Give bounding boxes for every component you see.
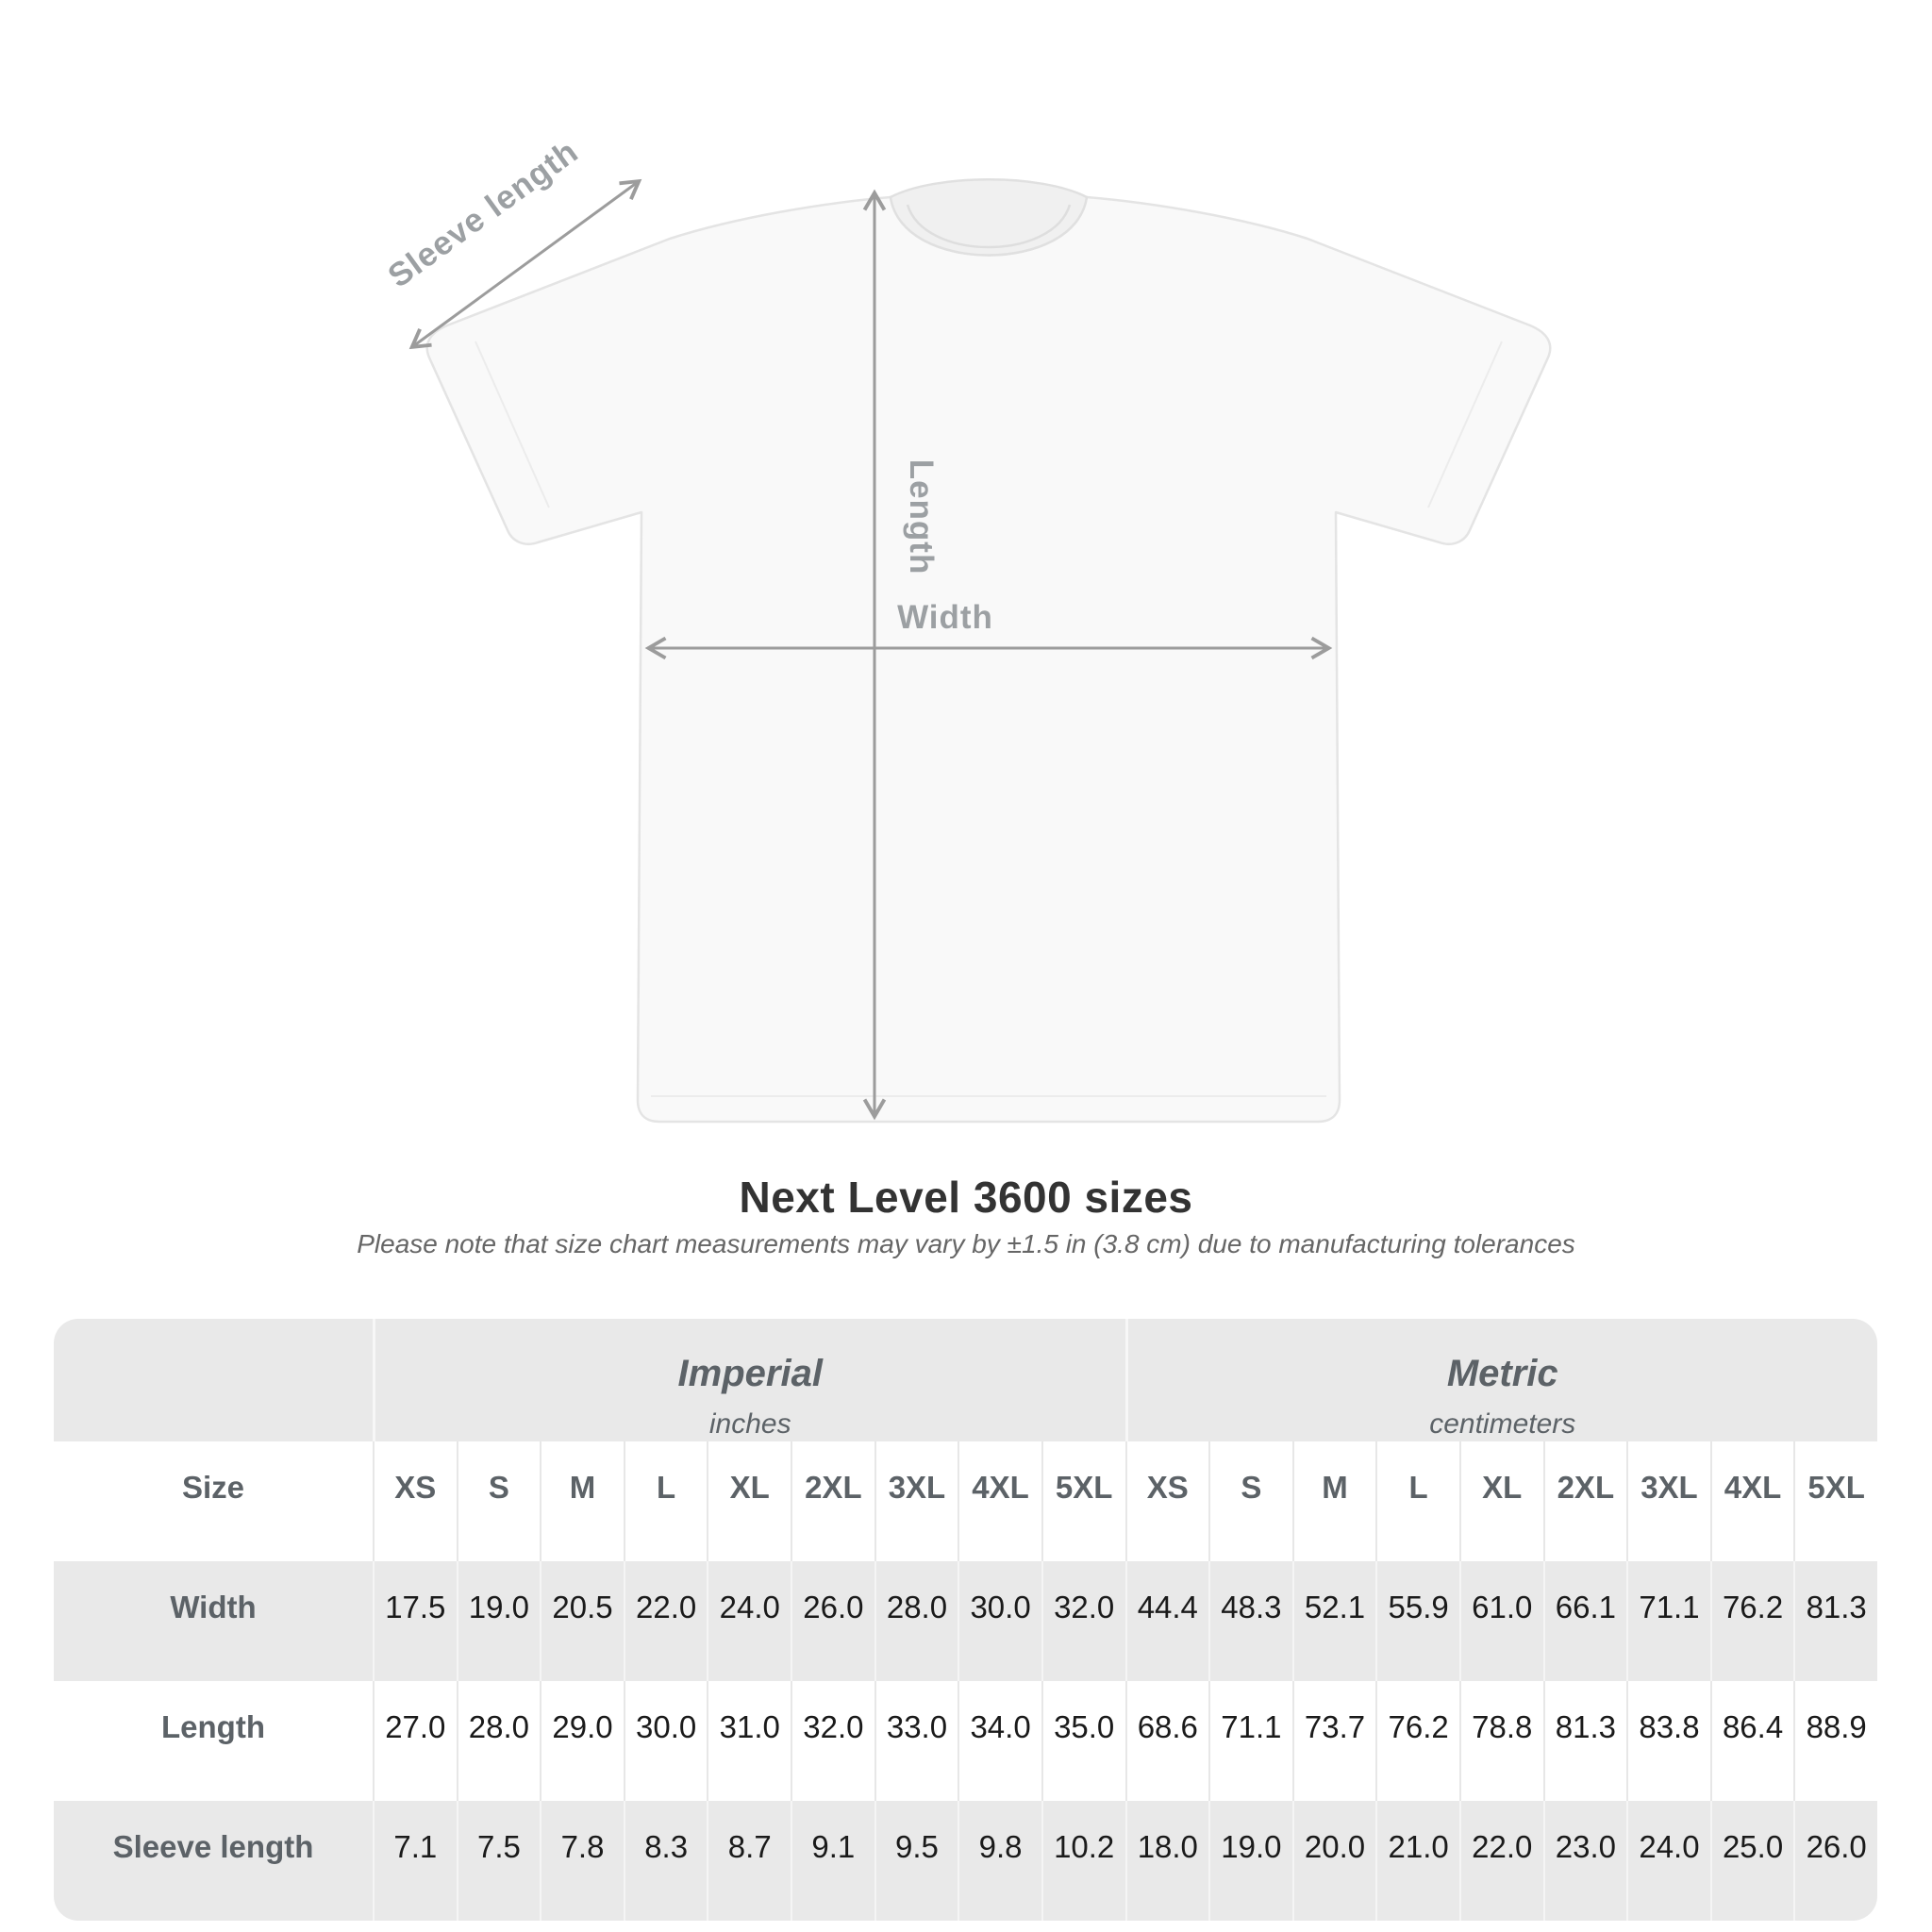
metric-group-header: Metric centimeters [1124,1319,1877,1441]
width-value: 17.5 [373,1561,457,1681]
size-column-header: S [1208,1441,1292,1561]
size-header-label: Size [54,1441,373,1561]
length-value: 71.1 [1208,1681,1292,1801]
sleeve-length-value: 8.7 [707,1801,791,1921]
sleeve-length-value: 7.8 [540,1801,624,1921]
sleeve-length-value: 7.5 [456,1801,541,1921]
width-value: 55.9 [1375,1561,1459,1681]
size-column-header: L [1375,1441,1459,1561]
imperial-group-label: Imperial [677,1353,823,1394]
size-column-header: L [623,1441,708,1561]
sleeve-length-arrow [408,178,642,350]
length-value: 73.7 [1291,1681,1376,1801]
width-row-label: Width [54,1561,373,1681]
sleeve-length-value: 24.0 [1626,1801,1710,1921]
tshirt-measurement-diagram: Sleeve length Length Width [381,133,1552,1124]
page-title: Next Level 3600 sizes [739,1173,1193,1222]
width-value: 44.4 [1124,1561,1209,1681]
sleeve-length-value: 22.0 [1458,1801,1543,1921]
size-column-header: 4XL [958,1441,1041,1561]
tshirt-collar [889,178,1089,257]
sleeve-length-value: 26.0 [1793,1801,1877,1921]
length-value: 34.0 [958,1681,1041,1801]
size-column-header: 5XL [1041,1441,1125,1561]
size-column-header: 3XL [1626,1441,1710,1561]
width-value: 61.0 [1458,1561,1543,1681]
size-column-header: XS [373,1441,457,1561]
size-column-header: 5XL [1793,1441,1877,1561]
metric-unit-label: centimeters [1429,1408,1576,1440]
length-value: 86.4 [1709,1681,1794,1801]
metric-group-label: Metric [1446,1353,1558,1394]
sleeve-length-value: 10.2 [1041,1801,1125,1921]
sleeve-length-value: 23.0 [1542,1801,1627,1921]
length-value: 33.0 [874,1681,958,1801]
sleeve-length-value: 19.0 [1208,1801,1292,1921]
sleeve-length-value: 25.0 [1709,1801,1794,1921]
size-column-header: XS [1124,1441,1209,1561]
sleeve-length-value: 9.1 [791,1801,874,1921]
size-table: Imperial inches Metric centimeters Size … [54,1319,1877,1921]
width-value: 76.2 [1709,1561,1794,1681]
size-column-header: XL [707,1441,791,1561]
sleeve-length-value: 8.3 [623,1801,708,1921]
width-value: 30.0 [958,1561,1041,1681]
length-value: 30.0 [623,1681,708,1801]
width-value: 28.0 [874,1561,958,1681]
width-value: 22.0 [623,1561,708,1681]
width-value: 71.1 [1626,1561,1710,1681]
imperial-unit-label: inches [708,1408,791,1440]
length-row-label: Length [54,1681,373,1801]
length-value: 28.0 [456,1681,541,1801]
sleeve-length-annotation: Sleeve length [381,133,585,295]
length-value: 81.3 [1542,1681,1627,1801]
tshirt-silhouette [425,195,1552,1124]
imperial-group-header: Imperial inches [373,1319,1125,1441]
length-value: 31.0 [707,1681,791,1801]
size-column-header: M [1291,1441,1376,1561]
tshirt-left-cuff-seam [475,341,550,508]
width-value: 26.0 [791,1561,874,1681]
width-value: 81.3 [1793,1561,1877,1681]
length-value: 32.0 [791,1681,874,1801]
length-value: 78.8 [1458,1681,1543,1801]
width-value: 19.0 [456,1561,541,1681]
size-column-header: 2XL [791,1441,874,1561]
size-column-header: 4XL [1709,1441,1794,1561]
width-value: 24.0 [707,1561,791,1681]
sleeve-length-value: 21.0 [1375,1801,1459,1921]
size-column-header: M [540,1441,624,1561]
size-column-header: 3XL [874,1441,958,1561]
width-value: 32.0 [1041,1561,1125,1681]
size-column-header: 2XL [1542,1441,1627,1561]
table-corner-cell [54,1319,373,1441]
sleeve-length-value: 9.5 [874,1801,958,1921]
tshirt-right-cuff-seam [1427,341,1503,508]
width-value: 66.1 [1542,1561,1627,1681]
width-value: 20.5 [540,1561,624,1681]
length-value: 29.0 [540,1681,624,1801]
length-value: 27.0 [373,1681,457,1801]
length-value: 35.0 [1041,1681,1125,1801]
sleeve-length-value: 7.1 [373,1801,457,1921]
width-value: 48.3 [1208,1561,1292,1681]
width-value: 52.1 [1291,1561,1376,1681]
sleeve-length-value: 9.8 [958,1801,1041,1921]
sleeve-length-value: 20.0 [1291,1801,1376,1921]
length-value: 76.2 [1375,1681,1459,1801]
tolerance-note: Please note that size chart measurements… [357,1229,1575,1258]
length-value: 83.8 [1626,1681,1710,1801]
size-column-header: S [456,1441,541,1561]
length-value: 88.9 [1793,1681,1877,1801]
length-annotation: Length [903,459,940,575]
size-column-header: XL [1458,1441,1543,1561]
sleeve-length-value: 18.0 [1124,1801,1209,1921]
tshirt-collar-rib [906,204,1072,249]
length-value: 68.6 [1124,1681,1209,1801]
sleeve-length-row-label: Sleeve length [54,1801,373,1921]
width-annotation: Width [897,599,993,636]
